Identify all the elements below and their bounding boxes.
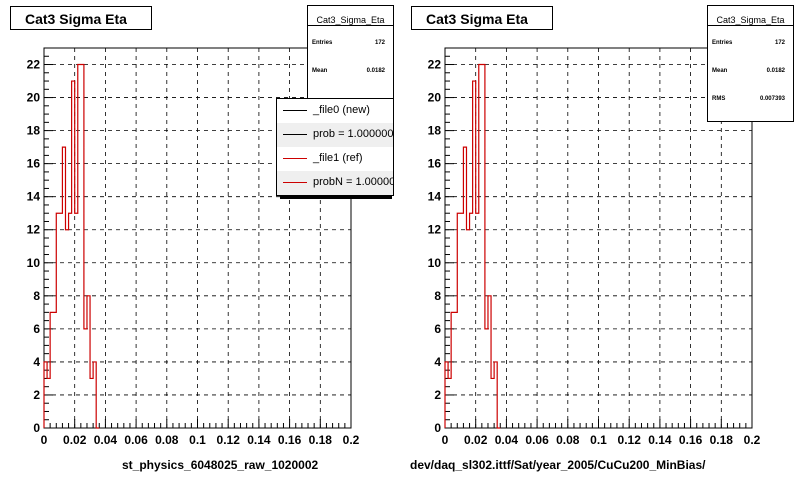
left-x-axis-label: st_physics_6048025_raw_1020002 (122, 458, 319, 472)
left-stats-value: 172 (374, 40, 385, 46)
right-x-tick-label: 0.16 (679, 433, 703, 447)
right-y-tick-label: 4 (434, 355, 441, 369)
right-stats-label: RMS (712, 96, 726, 102)
left-x-tick-label: 0.08 (155, 433, 179, 447)
right-plot-frame (444, 47, 753, 429)
left-y-tick-label: 20 (27, 91, 41, 105)
right-stats-row-mean: Mean 0.0182 (708, 54, 793, 82)
left-x-tick-label: 0.06 (124, 433, 148, 447)
legend-line (283, 158, 307, 159)
left-y-tick-label: 10 (27, 256, 41, 270)
right-y-tick-label: 10 (428, 256, 442, 270)
right-x-tick-label: 0.1 (590, 433, 607, 447)
left-y-tick-label: 6 (33, 322, 40, 336)
right-y-tick-label: 12 (428, 223, 442, 237)
left-stats-title: Cat3_Sigma_Eta (308, 6, 393, 26)
left-y-tick-label: 18 (27, 124, 41, 138)
right-stats-row-rms: RMS 0.007393 (708, 82, 793, 110)
left-chart-title: Cat3 Sigma Eta (10, 6, 152, 30)
left-stats-row-entries: Entries 172 (308, 26, 393, 54)
right-x-tick-label: 0.2 (744, 433, 761, 447)
left-y-tick-label: 0 (33, 421, 40, 435)
right-x-tick-label: 0.12 (618, 433, 642, 447)
right-x-tick-label: 0.02 (464, 433, 488, 447)
legend-label: probN = 1.000000 (313, 176, 394, 188)
legend-label: prob = 1.000000 (313, 128, 394, 140)
legend-entry: _file0 (new) (277, 99, 393, 123)
right-y-tick-label: 16 (428, 157, 442, 171)
left-stats-row-mean: Mean 0.0182 (308, 54, 393, 82)
left-stats-label: Entries (312, 40, 333, 46)
legend-entry: probN = 1.000000 (277, 171, 393, 195)
right-y-tick-label: 2 (434, 388, 441, 402)
left-x-tick-label: 0.2 (343, 433, 360, 447)
right-stats-label: Entries (712, 40, 733, 46)
legend-line (283, 134, 307, 135)
left-x-tick-label: 0.12 (217, 433, 241, 447)
left-stats-box: Cat3_Sigma_Eta Entries 172 Mean 0.0182 (307, 5, 394, 102)
left-plot-frame (43, 47, 352, 429)
right-histogram-series-0 (444, 63, 501, 429)
right-y-tick-label: 8 (434, 289, 441, 303)
left-y-tick-label: 4 (33, 355, 40, 369)
right-stats-box: Cat3_Sigma_Eta Entries 172 Mean 0.0182 R… (707, 5, 794, 122)
left-y-tick-label: 22 (27, 58, 41, 72)
right-x-tick-label: 0.18 (710, 433, 734, 447)
legend-label: _file1 (ref) (313, 152, 363, 164)
right-x-tick-label: 0.06 (525, 433, 549, 447)
left-y-tick-label: 2 (33, 388, 40, 402)
left-x-tick-label: 0.02 (63, 433, 87, 447)
left-histogram-series-0 (43, 63, 100, 429)
right-stats-label: Mean (712, 68, 728, 74)
right-x-tick-label: 0.14 (648, 433, 672, 447)
legend-line (283, 110, 307, 111)
legend-label: _file0 (new) (313, 104, 370, 116)
right-x-tick-label: 0 (442, 433, 449, 447)
right-y-tick-label: 0 (434, 421, 441, 435)
right-y-tick-label: 20 (428, 91, 442, 105)
right-chart-title: Cat3 Sigma Eta (411, 6, 553, 30)
legend-line (283, 182, 307, 183)
right-x-tick-label: 0.08 (556, 433, 580, 447)
left-y-tick-label: 8 (33, 289, 40, 303)
right-stats-value: 0.007393 (759, 96, 785, 102)
right-x-axis-label: dev/daq_sl302.ittf/Sat/year_2005/CuCu200… (410, 458, 706, 472)
left-x-tick-label: 0 (41, 433, 48, 447)
right-stats-row-entries: Entries 172 (708, 26, 793, 54)
legend-entry: _file1 (ref) (277, 147, 393, 171)
left-x-tick-label: 0.16 (278, 433, 302, 447)
right-y-tick-label: 22 (428, 58, 442, 72)
left-x-tick-label: 0.04 (94, 433, 118, 447)
right-stats-title: Cat3_Sigma_Eta (708, 6, 793, 26)
legend: _file0 (new) prob = 1.000000 _file1 (ref… (276, 98, 394, 196)
right-x-tick-label: 0.04 (495, 433, 519, 447)
left-stats-value: 0.0182 (366, 68, 385, 74)
left-x-tick-label: 0.1 (189, 433, 206, 447)
left-stats-label: Mean (312, 68, 328, 74)
left-y-tick-label: 14 (27, 190, 41, 204)
left-x-tick-label: 0.14 (247, 433, 271, 447)
right-y-tick-label: 18 (428, 124, 442, 138)
right-y-tick-label: 14 (428, 190, 442, 204)
legend-entry: prob = 1.000000 (277, 123, 393, 147)
left-y-tick-label: 12 (27, 223, 41, 237)
left-y-tick-label: 16 (27, 157, 41, 171)
right-y-tick-label: 6 (434, 322, 441, 336)
right-stats-value: 172 (774, 40, 785, 46)
left-x-tick-label: 0.18 (309, 433, 333, 447)
right-stats-value: 0.0182 (766, 68, 785, 74)
